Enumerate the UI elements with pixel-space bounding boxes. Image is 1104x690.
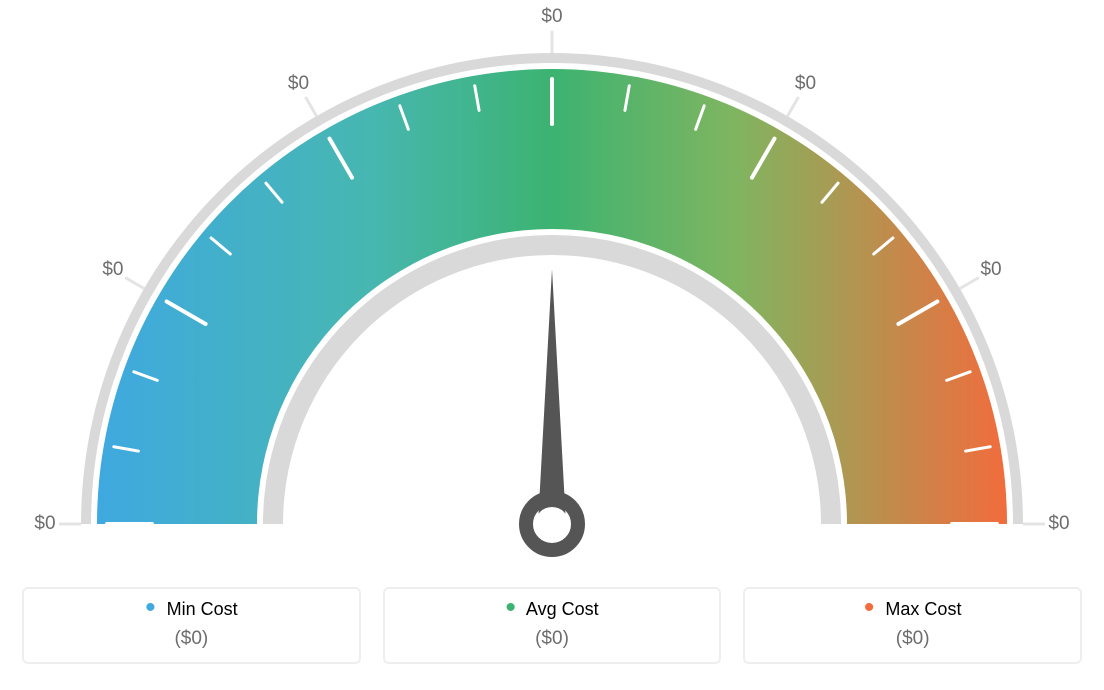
gauge-svg (22, 27, 1082, 557)
gauge-tick-label: $0 (102, 259, 123, 281)
legend-label-min: Min Cost (167, 599, 238, 619)
legend-label-avg: Avg Cost (526, 599, 599, 619)
legend-dot-avg-icon: • (505, 591, 516, 624)
legend-label-max: Max Cost (885, 599, 961, 619)
gauge-tick-outer (960, 277, 979, 288)
gauge-tick-label: $0 (34, 513, 55, 535)
gauge-tick-outer (306, 97, 317, 116)
gauge-tick-outer (125, 277, 144, 288)
legend-title-avg: • Avg Cost (385, 599, 720, 620)
legend-box-min: • Min Cost ($0) (22, 587, 361, 664)
gauge-tick-label: $0 (795, 73, 816, 95)
gauge-tick-label: $0 (1048, 513, 1069, 535)
needle-pointer (538, 269, 566, 524)
legend-title-min: • Min Cost (24, 599, 359, 620)
gauge-tick-label: $0 (980, 259, 1001, 281)
cost-gauge-widget: $0$0$0$0$0$0$0 • Min Cost ($0) • Avg Cos… (22, 27, 1082, 664)
legend: • Min Cost ($0) • Avg Cost ($0) • Max Co… (22, 587, 1082, 664)
legend-value-max: ($0) (745, 628, 1080, 650)
legend-title-max: • Max Cost (745, 599, 1080, 620)
legend-box-avg: • Avg Cost ($0) (383, 587, 722, 664)
legend-box-max: • Max Cost ($0) (743, 587, 1082, 664)
legend-dot-min-icon: • (145, 591, 156, 624)
gauge: $0$0$0$0$0$0$0 (22, 27, 1082, 557)
legend-value-avg: ($0) (385, 628, 720, 650)
legend-dot-max-icon: • (864, 591, 875, 624)
needle-hub-inner (535, 507, 569, 541)
gauge-tick-label: $0 (541, 6, 562, 28)
legend-value-min: ($0) (24, 628, 359, 650)
gauge-needle (526, 269, 578, 550)
gauge-tick-label: $0 (288, 73, 309, 95)
gauge-tick-outer (788, 97, 799, 116)
